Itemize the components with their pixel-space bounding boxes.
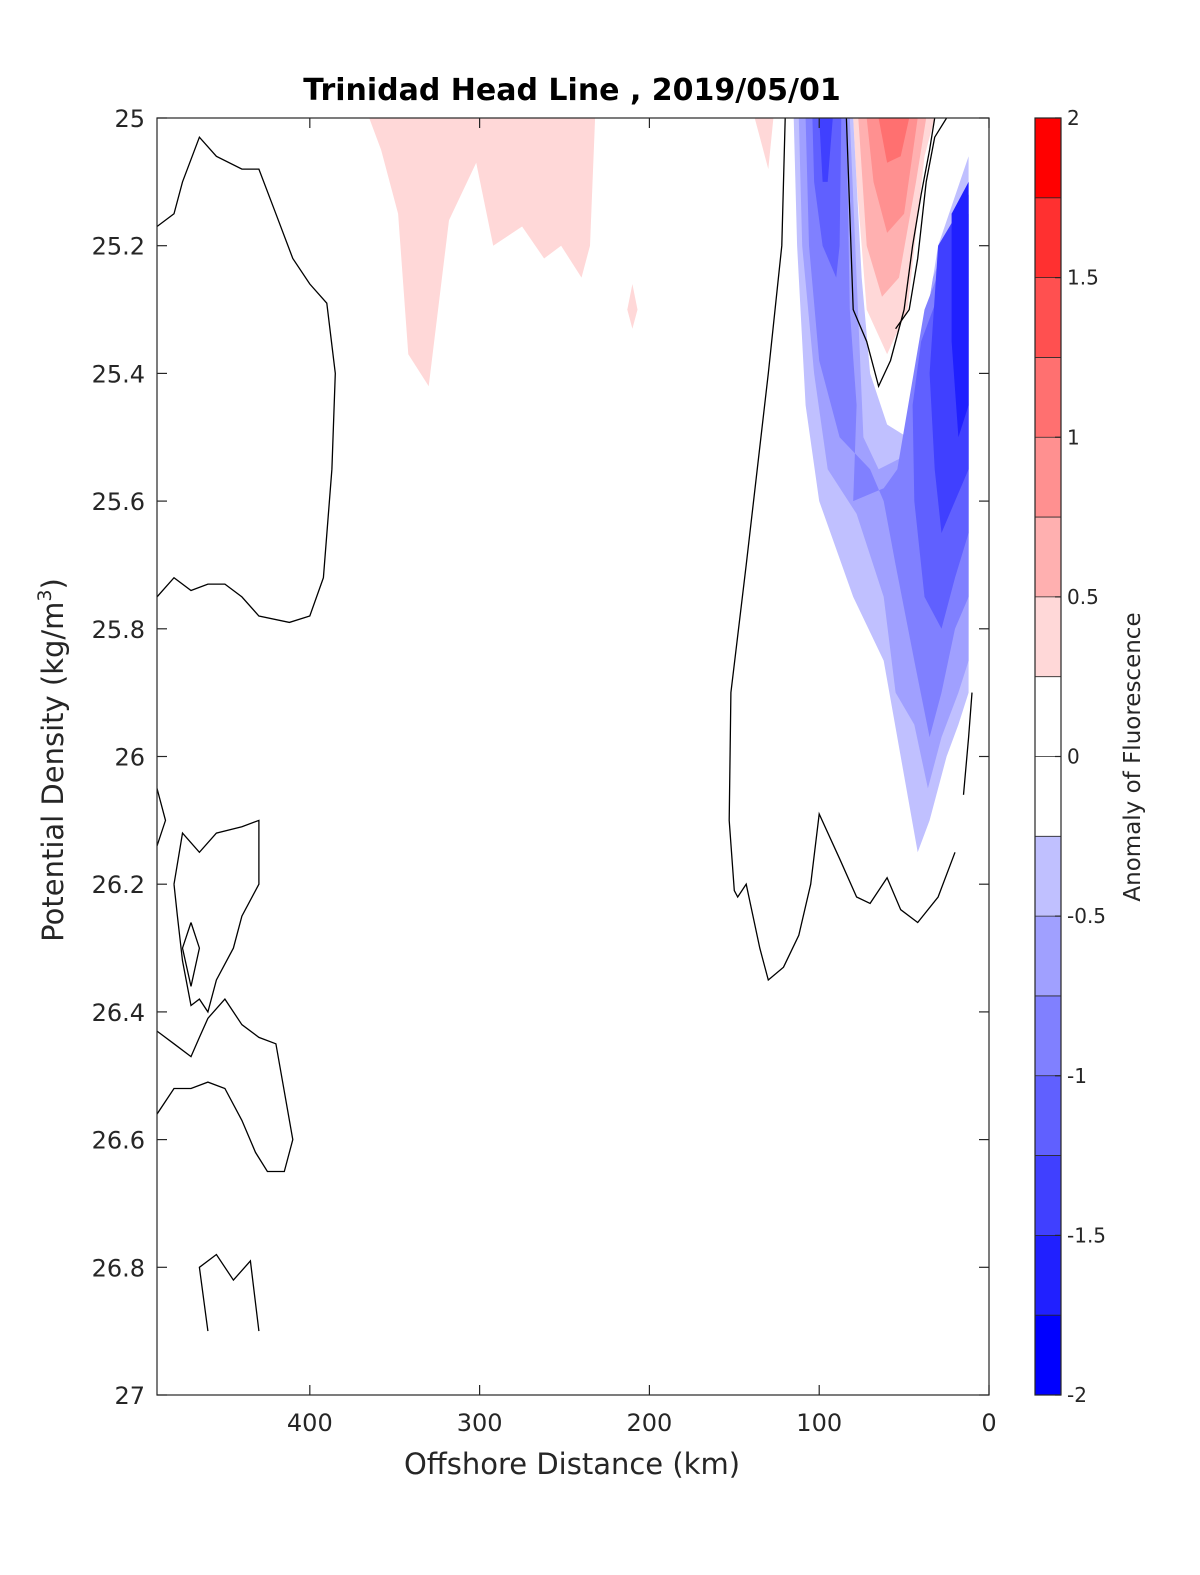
colorbar-level — [1035, 1315, 1061, 1395]
contour-lines — [157, 118, 973, 1332]
colorbar-level — [1035, 756, 1061, 837]
colorbar-level — [1035, 517, 1061, 597]
x-tick-label: 0 — [981, 1409, 996, 1437]
contour-line-left-bottom-contour — [198, 1253, 260, 1332]
contour-line-left-upper-contour — [157, 135, 336, 624]
contour-line-left-lower-contour-b — [173, 819, 260, 1014]
y-tick-label: 25 — [114, 105, 145, 133]
colorbar-level — [1035, 118, 1061, 198]
colorbar-level — [1035, 1075, 1061, 1156]
colorbar-level — [1035, 676, 1061, 757]
filled-region-nearshore-small-positive — [754, 118, 774, 170]
plot-area: 400 300 200 100 0 25 25.2 25.4 25.6 25.8 26 26.2 26… — [92, 105, 997, 1437]
y-axis: 25 25.2 25.4 25.6 25.8 26 26.2 26.4 26.6 26.8 27 — [92, 105, 989, 1410]
filled-region-inshore-negative-band-5 — [819, 118, 833, 182]
colorbar-tick-label: 0 — [1067, 745, 1080, 769]
y-tick-label: 25.6 — [92, 488, 145, 516]
contour-line-nearshore-bottom-contour — [962, 692, 973, 795]
x-tick-label: 300 — [457, 1409, 503, 1437]
colorbar-level — [1035, 197, 1061, 278]
contour-line-nearshore-positive-contour — [895, 118, 948, 330]
colorbar-level — [1035, 277, 1061, 358]
x-axis: 400 300 200 100 0 — [287, 118, 997, 1437]
colorbar-level — [1035, 836, 1061, 917]
x-tick-label: 200 — [627, 1409, 673, 1437]
colorbar-label: Anomaly of Fluorescence — [1120, 612, 1146, 901]
y-tick-label: 26 — [114, 744, 145, 772]
colorbar-tick-label: -1.5 — [1067, 1223, 1106, 1247]
colorbar-tick-label: 1 — [1067, 425, 1080, 449]
y-tick-label: 25.8 — [92, 616, 145, 644]
colorbar-tick-label: -0.5 — [1067, 904, 1106, 928]
contour-line-left-lower-contour-d — [157, 998, 294, 1173]
filled-region-inshore-negative-band-4 — [812, 118, 842, 278]
contour-line-inshore-zero-contour — [728, 118, 956, 982]
colorbar-level — [1035, 1155, 1061, 1236]
y-axis-label-main: Potential Density (kg/m — [36, 602, 70, 942]
filled-region-core-positive-center — [878, 118, 910, 163]
colorbar: -2 -1.5 -1 -0.5 0 0.5 1 1.5 2 — [1034, 106, 1106, 1407]
colorbar-level — [1035, 916, 1061, 996]
colorbar-tick-label: 1.5 — [1067, 266, 1099, 290]
colorbar-tick-label: 2 — [1067, 106, 1080, 130]
filled-region-offshore-positive-plume — [369, 118, 596, 387]
y-tick-label: 25.4 — [92, 360, 145, 388]
y-tick-label: 25.2 — [92, 233, 145, 261]
contour-line-left-lower-contour-a — [157, 788, 167, 847]
colorbar-level — [1035, 357, 1061, 438]
x-tick-label: 100 — [796, 1409, 842, 1437]
x-axis-label: Offshore Distance (km) — [404, 1447, 740, 1481]
filled-contours — [369, 118, 969, 853]
chart-title: Trinidad Head Line , 2019/05/01 — [303, 73, 840, 108]
colorbar-tick-label: -1 — [1067, 1064, 1087, 1088]
y-tick-label: 26.4 — [92, 999, 145, 1027]
colorbar-tick-label: -2 — [1067, 1383, 1087, 1407]
colorbar-tick-label: 0.5 — [1067, 585, 1099, 609]
colorbar-level — [1035, 995, 1061, 1076]
y-axis-label: Potential Density (kg/m3) — [34, 578, 70, 942]
y-tick-label: 27 — [114, 1382, 145, 1410]
filled-region-inshore-negative-band-6 — [951, 181, 969, 438]
y-axis-label-close: ) — [36, 578, 70, 589]
colorbar-level — [1035, 437, 1061, 518]
filled-region-core-positive-inner — [866, 118, 918, 233]
colorbar-level — [1035, 596, 1061, 677]
x-tick-label: 400 — [287, 1409, 333, 1437]
y-axis-label-superscript: 3 — [34, 589, 56, 601]
y-tick-label: 26.2 — [92, 871, 145, 899]
y-tick-label: 26.6 — [92, 1127, 145, 1155]
filled-region-small-positive-spot — [627, 284, 638, 329]
contour-line-core-positive-contour — [845, 118, 936, 389]
y-tick-label: 26.8 — [92, 1254, 145, 1282]
contour-line-left-lower-contour-c — [181, 922, 201, 987]
colorbar-level — [1035, 1235, 1061, 1316]
